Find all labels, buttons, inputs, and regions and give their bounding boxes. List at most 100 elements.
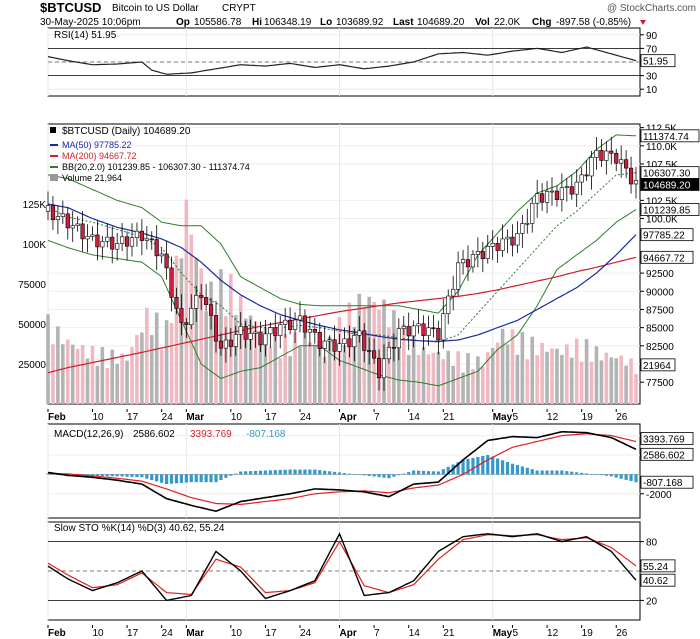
candle-body xyxy=(278,324,283,336)
candle-body xyxy=(367,350,372,352)
macd-histogram-bar xyxy=(273,470,277,475)
volume-bar xyxy=(560,355,564,404)
macd-1-tag-box xyxy=(640,447,694,461)
macd-histogram-bar xyxy=(288,469,292,475)
volume-bar xyxy=(619,355,623,404)
macd-histogram-bar xyxy=(318,470,322,475)
volume-bar xyxy=(535,355,539,404)
candle-body xyxy=(233,334,238,347)
x-tick-label: Apr xyxy=(340,412,357,423)
candle-body xyxy=(199,295,204,298)
price-5-tag-label: 94667.72 xyxy=(643,253,685,264)
ma50-line xyxy=(47,203,637,343)
low-label: Lo xyxy=(320,17,332,28)
candle-body xyxy=(352,335,357,348)
volume-bar xyxy=(387,327,391,404)
candle-body xyxy=(218,340,224,349)
macd-histogram-bar xyxy=(51,474,55,475)
change-label: Chg xyxy=(532,17,551,28)
volume-bar xyxy=(604,352,609,404)
legend-ma200: MA(200) 94667.72 xyxy=(62,151,137,161)
legend-volume: Volume 21,964 xyxy=(62,173,122,183)
candle-body xyxy=(248,333,253,340)
volume-bar xyxy=(159,349,164,404)
candle-body xyxy=(579,174,584,183)
macd-value-tags: 3393.769 2586.602 -807.168 xyxy=(640,432,694,489)
volume-bar xyxy=(90,345,95,404)
price-tick-label: 112.5K xyxy=(646,124,677,135)
volume-bar xyxy=(525,359,530,404)
candle-body xyxy=(515,233,520,246)
macd-histogram-bar xyxy=(337,472,342,475)
macd-histogram-bar xyxy=(392,474,396,477)
last-label: Last xyxy=(393,17,414,28)
volume-bar xyxy=(520,332,525,404)
volume-bar xyxy=(100,347,105,404)
volume-tick-label: 25000 xyxy=(18,360,46,371)
x-tick-label: 10 xyxy=(92,628,104,639)
volume-bar xyxy=(56,326,60,404)
macd-histogram-bar xyxy=(589,474,594,475)
macd-histogram-bar xyxy=(219,474,223,481)
candle-body xyxy=(535,193,540,204)
volume-bar xyxy=(550,348,554,404)
sto-tick-label: 80 xyxy=(646,538,658,549)
macd-histogram-bar xyxy=(407,472,411,475)
macd-histogram-bar xyxy=(234,473,238,475)
candle-body xyxy=(505,236,510,240)
candle-body xyxy=(559,187,564,200)
volume-bar xyxy=(555,348,559,404)
candle-body xyxy=(169,267,174,298)
macd-histogram-bar xyxy=(298,469,302,475)
macd-2-tag-label: -807.168 xyxy=(643,478,683,489)
x-tick-label: Feb xyxy=(48,628,66,639)
macd-histogram-bar xyxy=(155,474,159,482)
macd-histogram-bar xyxy=(500,460,505,475)
volume-bar xyxy=(629,358,633,404)
candle-body xyxy=(609,150,614,154)
candle-body xyxy=(213,315,219,342)
candle-body xyxy=(60,213,65,217)
price-tick-label: 110.0K xyxy=(646,142,677,153)
x-tick-label: 24 xyxy=(162,628,174,639)
candle-body xyxy=(75,223,80,226)
volume-bar xyxy=(332,350,337,404)
macd-histogram-bar xyxy=(140,474,144,478)
macd-signal-line xyxy=(47,433,637,506)
macd-histogram-bar xyxy=(342,473,347,475)
rsi-tick-label: 90 xyxy=(646,31,658,42)
macd-histogram-bar xyxy=(303,469,307,475)
candle-body xyxy=(357,330,362,336)
candle-body xyxy=(396,328,401,349)
macd-histogram-bar xyxy=(545,470,549,475)
macd-histogram-bar xyxy=(426,471,431,475)
candle-body xyxy=(470,254,476,268)
volume-bar xyxy=(61,344,65,404)
volume-value: 22.0K xyxy=(494,17,520,28)
volume-bar xyxy=(530,336,535,404)
candle-body xyxy=(525,222,530,225)
macd-histogram-bar xyxy=(204,474,208,483)
volume-tick-label: 100K xyxy=(23,240,47,251)
x-tick-label: 17 xyxy=(265,628,277,639)
volume-bar xyxy=(273,329,278,404)
price-tick-label: 87500 xyxy=(646,305,674,316)
macd-histogram-bar xyxy=(441,469,445,475)
price-4-tag-label: 97785.22 xyxy=(643,231,685,242)
volume-axis-ticks: 125K 100K 75000 50000 25000 xyxy=(18,200,46,371)
volume-tick-label: 125K xyxy=(23,200,47,211)
volume-bar xyxy=(85,358,90,404)
macd-histogram-bar xyxy=(604,474,608,476)
macd-histogram-bar xyxy=(308,469,312,475)
date-line: 30-May-2025 10:06pm xyxy=(40,17,141,28)
macd-histogram-bar xyxy=(431,471,436,475)
macd-histogram-bar xyxy=(382,474,386,478)
volume-bar xyxy=(500,328,505,404)
volume-bar xyxy=(490,347,495,404)
macd-histogram-bar xyxy=(268,470,272,475)
volume-bar xyxy=(471,369,475,404)
candle-body xyxy=(307,329,312,333)
rsi-panel: RSI(14) 51.95 907050301051.95 xyxy=(47,30,676,96)
price-panel: $BTCUSD (Daily) 104689.20 MA(50) 97785.2… xyxy=(18,124,700,404)
